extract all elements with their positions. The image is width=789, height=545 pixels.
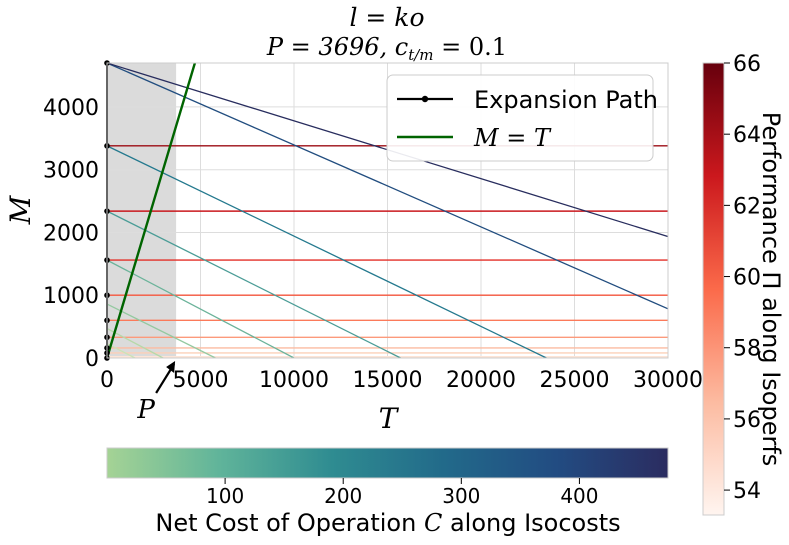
x-tick-label: 5000 bbox=[173, 368, 229, 393]
isocost-line bbox=[107, 327, 164, 358]
cost-tick-label: 200 bbox=[324, 484, 362, 508]
isocost-line bbox=[107, 63, 668, 238]
cost-tick-label: 400 bbox=[560, 484, 598, 508]
perf-tick-label: 54 bbox=[733, 479, 761, 504]
legend-expansion-marker bbox=[421, 95, 429, 103]
cost-label-prefix: Net Cost of Operation bbox=[155, 509, 424, 537]
plot-frame bbox=[106, 62, 669, 359]
x-tick-label: 0 bbox=[100, 368, 114, 393]
chart-subtitle: P = 3696, ct/m = 0.1 bbox=[266, 33, 507, 64]
perf-colorbar-label: Performance Π along Isoperfs bbox=[757, 112, 785, 467]
subtitle-c-symbol: c bbox=[395, 33, 408, 61]
y-tick-label: 2000 bbox=[43, 221, 99, 246]
legend-expansion-label: Expansion Path bbox=[474, 86, 658, 114]
cost-colorbar: 100 200 300 400 Net Cost of Operation C alo… bbox=[106, 447, 669, 537]
legend-box bbox=[386, 74, 654, 162]
performance-colorbar: 54 56 58 60 62 64 66 Performance Π along Isope… bbox=[702, 52, 785, 516]
cost-label-suffix: along Isocosts bbox=[442, 509, 620, 537]
cost-colorbar-gradient bbox=[106, 447, 669, 479]
y-axis-label: M bbox=[4, 194, 37, 225]
subtitle-p-label: P = 3696, bbox=[266, 33, 395, 61]
isocost-line bbox=[107, 145, 547, 358]
x-tick-label: 20000 bbox=[446, 368, 516, 393]
legend-identity-label: M = T bbox=[473, 124, 552, 152]
y-tick-label: 0 bbox=[85, 347, 99, 372]
perf-tick-label: 66 bbox=[733, 52, 761, 77]
x-axis-label: T bbox=[379, 402, 400, 435]
y-tick-label: 4000 bbox=[43, 96, 99, 121]
p-label: P bbox=[136, 395, 155, 425]
perf-tick-label: 64 bbox=[733, 123, 761, 148]
perf-colorbar-gradient bbox=[702, 62, 725, 516]
perf-tick-label: 60 bbox=[733, 266, 761, 291]
x-tick-label: 25000 bbox=[540, 368, 610, 393]
p-arrow-head bbox=[166, 361, 176, 373]
x-tick-label: 10000 bbox=[259, 368, 329, 393]
subtitle-c-sub: t/m bbox=[408, 46, 433, 64]
x-tick-label: 15000 bbox=[353, 368, 423, 393]
perf-tick-label: 62 bbox=[733, 194, 761, 219]
cost-label-symbol: C bbox=[424, 509, 442, 537]
isocost-line bbox=[107, 259, 295, 358]
chart-title: l = ko bbox=[349, 3, 424, 32]
cost-tick-label: 100 bbox=[206, 484, 244, 508]
perf-tick-label: 58 bbox=[733, 337, 761, 362]
x-tick-label: 30000 bbox=[633, 368, 703, 393]
isocost-line bbox=[107, 303, 216, 358]
perf-tick-label: 56 bbox=[733, 408, 761, 433]
legend: Expansion Path M = T bbox=[386, 74, 658, 162]
identity-line bbox=[107, 63, 197, 358]
isocost-line bbox=[107, 63, 668, 310]
cost-tick-label: 300 bbox=[442, 484, 480, 508]
y-tick-label: 1000 bbox=[43, 284, 99, 309]
cost-colorbar-label: Net Cost of Operation C along Isocosts bbox=[155, 509, 620, 537]
isocost-line bbox=[107, 210, 401, 358]
subtitle-c-value: = 0.1 bbox=[434, 33, 508, 61]
y-tick-label: 3000 bbox=[43, 159, 99, 184]
p-annotation: P bbox=[136, 361, 176, 425]
